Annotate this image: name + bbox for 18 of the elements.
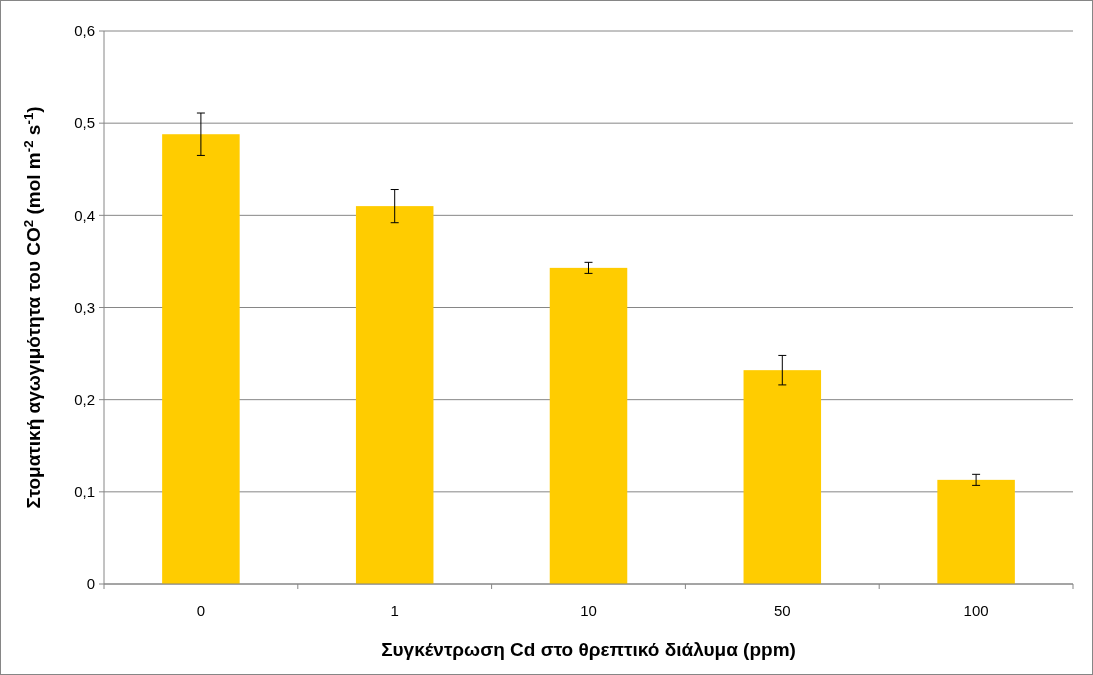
y-tick-label: 0,3 [74, 298, 95, 316]
y-tick-label: 0,6 [74, 22, 95, 40]
x-axis-title: Συγκέντρωση Cd στο θρεπτικό διάλυμα (ppm) [381, 639, 796, 660]
y-tick-label: 0,2 [74, 390, 95, 408]
bar [937, 479, 1015, 584]
x-tick-label: 1 [390, 602, 399, 619]
bar [549, 267, 628, 584]
bar [743, 370, 822, 584]
bar [355, 206, 434, 584]
y-tick-label: 0,4 [74, 206, 95, 224]
y-tick-label: 0,1 [74, 483, 95, 501]
x-tick-label: 10 [580, 602, 597, 619]
y-tick-label: 0 [86, 575, 95, 593]
bar [162, 134, 240, 584]
x-tick-label: 0 [196, 602, 206, 619]
y-tick-label: 0,5 [74, 114, 95, 132]
x-tick-label: 100 [963, 602, 989, 619]
x-tick-label: 50 [773, 602, 791, 619]
